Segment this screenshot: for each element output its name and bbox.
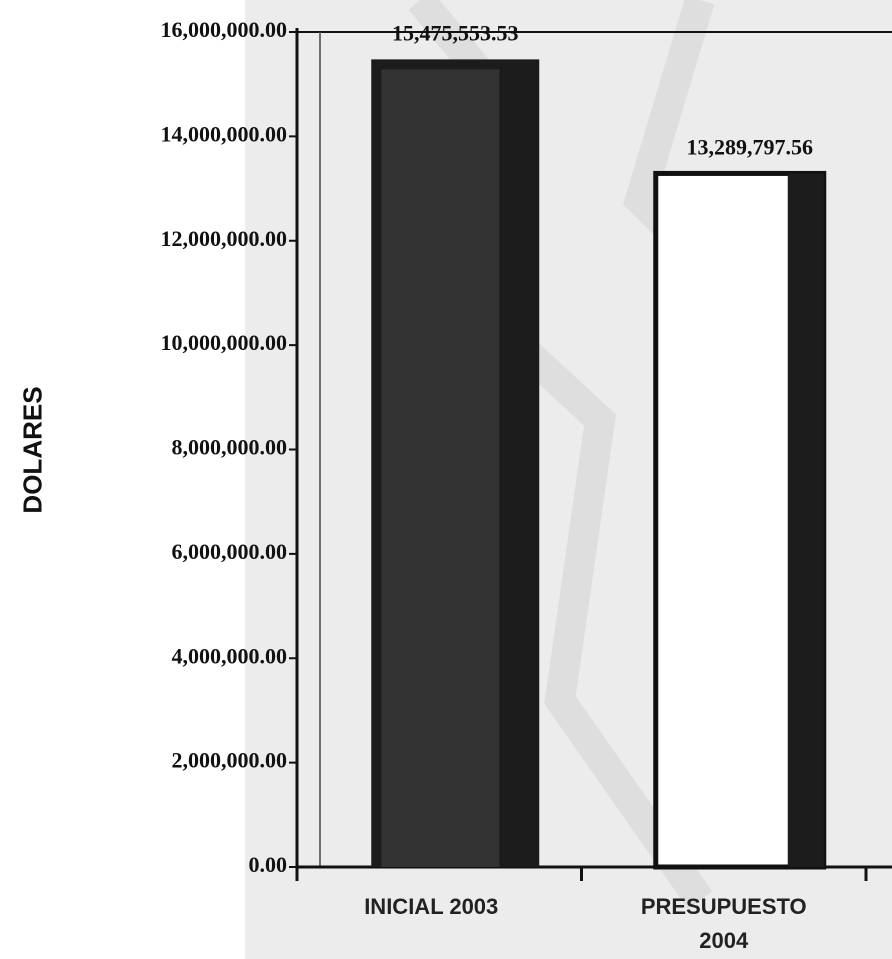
y-tick-label: 14,000,000.00 [161, 121, 288, 146]
y-tick-label: 6,000,000.00 [172, 539, 288, 564]
y-tick-label: 16,000,000.00 [161, 17, 288, 42]
bar-highlight [381, 69, 500, 867]
value-label: 13,289,797.56 [687, 134, 814, 159]
y-tick-label: 2,000,000.00 [172, 748, 288, 773]
y-tick-label: 8,000,000.00 [172, 435, 288, 460]
bar-shadow [787, 173, 824, 867]
x-tick-label: INICIAL 2003 [364, 894, 499, 919]
y-tick-label: 10,000,000.00 [161, 330, 288, 355]
x-tick-label: PRESUPUESTO 2004 [640, 894, 807, 953]
y-axis-label: DOLARES [17, 386, 48, 514]
y-tick-label: 12,000,000.00 [161, 226, 288, 251]
y-tick-label: 0.00 [249, 852, 288, 877]
value-label: 15,475,553.53 [392, 20, 519, 45]
y-tick-label: 4,000,000.00 [172, 643, 288, 668]
